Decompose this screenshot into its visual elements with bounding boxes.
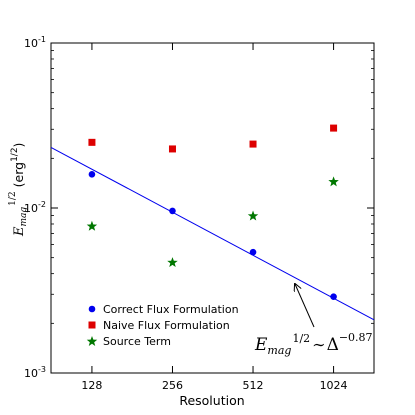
correct-flux-point — [330, 293, 337, 301]
correct-flux-point — [88, 171, 96, 178]
naive-flux-point — [330, 124, 338, 132]
x-tick-label: 512 — [243, 379, 264, 392]
correct-flux-point — [169, 207, 176, 215]
x-axis-title: Resolution — [179, 393, 244, 408]
legend-marker-source-term — [86, 336, 98, 346]
legend-label-naive-flux: Naive Flux Formulation — [103, 319, 230, 332]
fit-line — [51, 146, 374, 321]
legend-marker-correct-flux — [88, 305, 96, 313]
correct-flux-point — [249, 248, 257, 256]
annotation-arrow — [295, 284, 315, 328]
legend-label-correct-flux: Correct Flux Formulation — [103, 303, 239, 316]
y-tick-label: 10-2 — [24, 200, 46, 215]
source-term-point — [167, 257, 178, 268]
y-tick-label: 10-3 — [24, 365, 46, 380]
legend-label-source-term: Source Term — [103, 335, 171, 348]
y-tick-label: 10-1 — [24, 35, 46, 50]
x-tick-label: 128 — [81, 379, 102, 392]
legend: Correct Flux Formulation Naive Flux Form… — [86, 303, 239, 348]
naive-flux-point — [168, 145, 176, 153]
y-axis-title: Emag1/2(erg1/2) — [8, 143, 29, 237]
source-term-point — [86, 220, 98, 231]
naive-flux-point — [88, 138, 96, 146]
x-tick-label: 1024 — [320, 379, 348, 392]
x-tick-label: 256 — [162, 379, 183, 392]
annotation-text: Emag1/2 ∼Δ−0.87 — [254, 331, 373, 357]
legend-marker-naive-flux — [88, 321, 96, 329]
source-term-point — [247, 210, 259, 221]
source-term-point — [328, 176, 339, 187]
naive-flux-point — [249, 140, 257, 148]
